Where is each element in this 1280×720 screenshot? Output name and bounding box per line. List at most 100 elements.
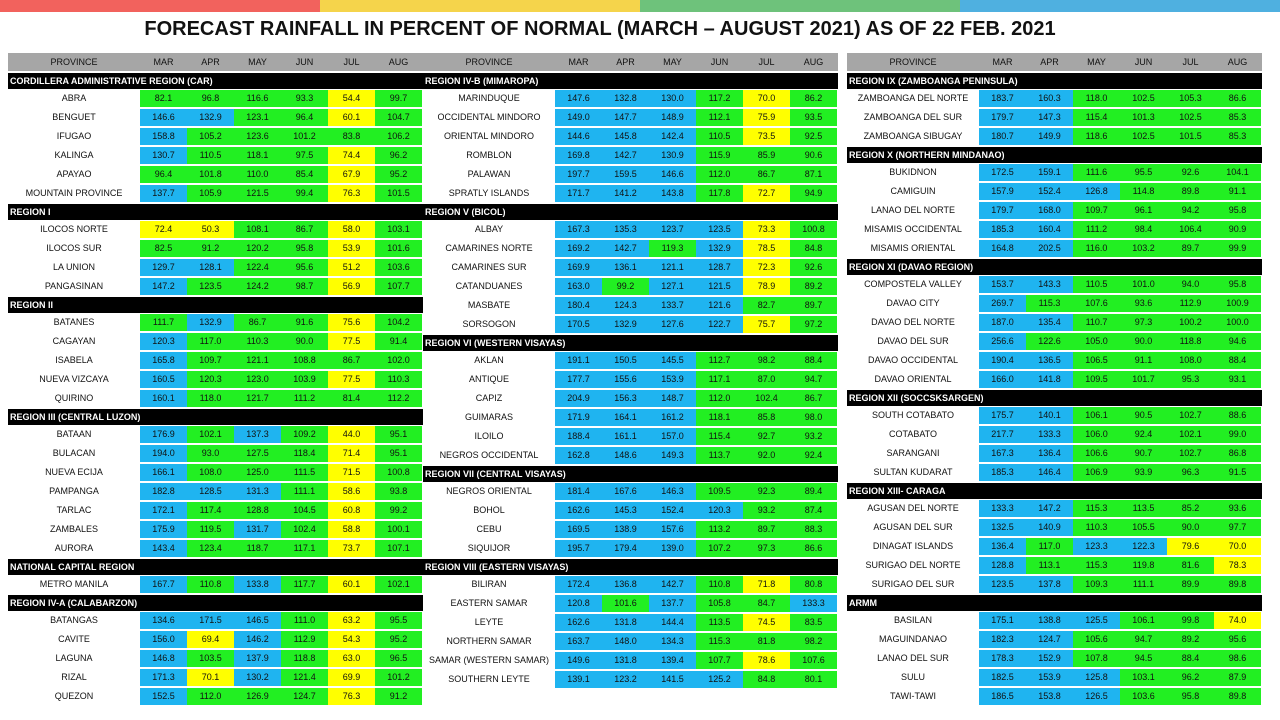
province-name: MAGUINDANAO — [847, 631, 979, 648]
rainfall-value-mar: 183.7 — [979, 90, 1026, 107]
table-row: AURORA 143.4 123.4 118.7 117.1 73.7 107.1 — [8, 540, 423, 557]
region-header: REGION XI (DAVAO REGION) — [847, 259, 1262, 275]
rainfall-value-jul: 102.7 — [1167, 407, 1214, 424]
rainfall-value-mar: 171.9 — [555, 409, 602, 426]
rainfall-value-jun: 102.4 — [281, 521, 328, 538]
rainfall-value-jun: 97.5 — [281, 147, 328, 164]
province-name: SIQUIJOR — [423, 540, 555, 557]
rainfall-value-jun: 113.5 — [1120, 500, 1167, 517]
rainfall-value-aug: 107.7 — [375, 278, 422, 295]
rainfall-value-mar: 195.7 — [555, 540, 602, 557]
rainfall-value-jun: 112.0 — [696, 390, 743, 407]
rainfall-value-jun: 122.3 — [1120, 538, 1167, 555]
table-row: DAVAO CITY 269.7 115.3 107.6 93.6 112.9 100.9 — [847, 295, 1262, 312]
rainfall-value-jul: 71.5 — [328, 464, 375, 481]
rainfall-value-apr: 142.7 — [602, 147, 649, 164]
table-row: DAVAO DEL NORTE 187.0 135.4 110.7 97.3 100.2 1… — [847, 314, 1262, 331]
rainfall-value-jul: 89.7 — [743, 521, 790, 538]
rainfall-value-apr: 102.1 — [187, 426, 234, 443]
province-name: COTABATO — [847, 426, 979, 443]
table-row: KALINGA 130.7 110.5 118.1 97.5 74.4 96.2 — [8, 147, 423, 164]
rainfall-value-mar: 191.1 — [555, 352, 602, 369]
rainfall-value-may: 121.5 — [234, 185, 281, 202]
rainfall-value-mar: 134.6 — [140, 612, 187, 629]
rainfall-value-apr: 112.0 — [187, 688, 234, 705]
rainfall-value-aug: 95.5 — [375, 612, 422, 629]
rainfall-value-apr: 161.1 — [602, 428, 649, 445]
province-name: AGUSAN DEL SUR — [847, 519, 979, 536]
rainfall-value-jun: 92.4 — [1120, 426, 1167, 443]
province-name: DAVAO DEL NORTE — [847, 314, 979, 331]
rainfall-value-jul: 60.1 — [328, 109, 375, 126]
rainfall-value-apr: 152.4 — [1026, 183, 1073, 200]
rainfall-value-jun: 121.6 — [696, 297, 743, 314]
header-cell-mar: MAR — [992, 57, 1013, 67]
rainfall-value-aug: 96.2 — [375, 147, 422, 164]
rainfall-value-jun: 93.3 — [281, 90, 328, 107]
rainfall-value-may: 161.2 — [649, 409, 696, 426]
region-header: REGION II — [8, 297, 423, 313]
rainfall-value-may: 121.1 — [649, 259, 696, 276]
rainfall-value-jul: 102.7 — [1167, 445, 1214, 462]
rainfall-value-aug: 103.1 — [375, 221, 422, 238]
table-row: METRO MANILA 167.7 110.8 133.8 117.7 60.1 102.… — [8, 576, 423, 593]
table-row: BUKIDNON 172.5 159.1 111.6 95.5 92.6 104.1 — [847, 164, 1262, 181]
rainfall-value-apr: 159.1 — [1026, 164, 1073, 181]
rainfall-value-mar: 157.9 — [979, 183, 1026, 200]
rainfall-value-mar: 147.6 — [555, 90, 602, 107]
rainfall-value-jun: 109.2 — [281, 426, 328, 443]
rainfall-value-jun: 90.0 — [281, 333, 328, 350]
table-row: LA UNION 129.7 128.1 122.4 95.6 51.2 103.6 — [8, 259, 423, 276]
table-row: OCCIDENTAL MINDORO 149.0 147.7 148.9 112.1 75… — [423, 109, 838, 126]
rainfall-value-mar: 188.4 — [555, 428, 602, 445]
table-row: DAVAO OCCIDENTAL 190.4 136.5 106.5 91.1 108.0… — [847, 352, 1262, 369]
rainfall-value-may: 120.2 — [234, 240, 281, 257]
rainfall-value-apr: 117.0 — [1026, 538, 1073, 555]
rainfall-value-apr: 115.3 — [1026, 295, 1073, 312]
table-column-1: PROVINCE MAR APR MAY JUN JUL AUG CORDILLERA ADM… — [8, 53, 423, 707]
province-name: CAMARINES NORTE — [423, 240, 555, 257]
rainfall-value-apr: 153.9 — [1026, 669, 1073, 686]
rainfall-value-may: 139.4 — [649, 652, 696, 669]
rainfall-value-mar: 162.8 — [555, 447, 602, 464]
rainfall-value-mar: 82.1 — [140, 90, 187, 107]
table-row: BATAAN 176.9 102.1 137.3 109.2 44.0 95.1 — [8, 426, 423, 443]
rainfall-value-jun: 117.2 — [696, 90, 743, 107]
rainfall-value-aug: 103.6 — [375, 259, 422, 276]
province-name: ORIENTAL MINDORO — [423, 128, 555, 145]
region-header: REGION X (NORTHERN MINDANAO) — [847, 147, 1262, 163]
rainfall-value-may: 121.7 — [234, 390, 281, 407]
rainfall-value-apr: 159.5 — [602, 166, 649, 183]
rainfall-value-aug: 95.2 — [375, 166, 422, 183]
rainfall-value-aug: 107.6 — [790, 652, 837, 669]
region-header: REGION III (CENTRAL LUZON) — [8, 409, 423, 425]
rainfall-value-may: 111.2 — [1073, 221, 1120, 238]
rainfall-value-jul: 69.9 — [328, 669, 375, 686]
rainfall-value-jul: 73.7 — [328, 540, 375, 557]
rainfall-value-apr: 50.3 — [187, 221, 234, 238]
region-header: NATIONAL CAPITAL REGION — [8, 559, 423, 575]
rainfall-value-may: 152.4 — [649, 502, 696, 519]
rainfall-value-may: 116.6 — [234, 90, 281, 107]
rainfall-value-jun: 93.9 — [1120, 464, 1167, 481]
rainfall-value-mar: 197.7 — [555, 166, 602, 183]
page-title: FORECAST RAINFALL IN PERCENT OF NORMAL (… — [144, 18, 1056, 40]
province-name: DINAGAT ISLANDS — [847, 538, 979, 555]
rainfall-value-may: 134.3 — [649, 633, 696, 650]
table-header: PROVINCE MAR APR MAY JUN JUL AUG — [423, 53, 838, 71]
rainfall-value-mar: 182.3 — [979, 631, 1026, 648]
rainfall-value-aug: 86.2 — [790, 90, 837, 107]
rainfall-value-mar: 129.7 — [140, 259, 187, 276]
rainfall-value-apr: 91.2 — [187, 240, 234, 257]
rainfall-value-jul: 86.7 — [743, 166, 790, 183]
rainfall-value-jul: 100.2 — [1167, 314, 1214, 331]
header-cell-jul: JUL — [343, 57, 360, 67]
rainfall-value-jun: 117.1 — [696, 371, 743, 388]
table-row: ZAMBOANGA SIBUGAY 180.7 149.9 118.6 102.5 101… — [847, 128, 1262, 145]
rainfall-value-may: 121.1 — [234, 352, 281, 369]
rainfall-value-mar: 156.0 — [140, 631, 187, 648]
rainfall-value-jul: 112.9 — [1167, 295, 1214, 312]
rainfall-value-mar: 169.8 — [555, 147, 602, 164]
rainfall-value-jul: 73.5 — [743, 128, 790, 145]
table-row: ZAMBOANGA DEL NORTE 183.7 160.3 118.0 102.5 1… — [847, 90, 1262, 107]
